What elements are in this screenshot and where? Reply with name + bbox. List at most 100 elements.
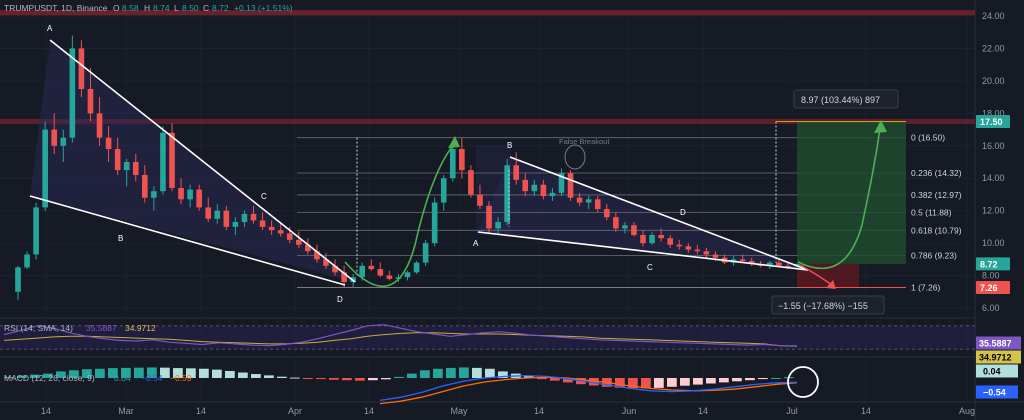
candle-body: [413, 262, 420, 273]
macd-histogram-bar: [706, 378, 716, 384]
candle-body: [649, 235, 655, 244]
candle-body: [42, 129, 48, 208]
candle-body: [622, 225, 628, 229]
candle-body: [468, 170, 474, 195]
candle-body: [15, 267, 21, 292]
candle-body: [785, 265, 791, 268]
stop-annotation-text: −1.55 (−17.68%) −155: [778, 301, 868, 311]
breakout-arrow-2: [797, 127, 881, 270]
macd-legend-signal: −0.59: [170, 373, 192, 383]
macd-line-tag-bg: [976, 385, 1018, 399]
rsi-sma-tag: 34.9712: [979, 353, 1012, 363]
candle-body: [603, 209, 610, 218]
x-tick-label: 14: [698, 406, 708, 416]
macd-histogram-bar: [225, 370, 235, 378]
macd-histogram-bar: [173, 368, 183, 378]
legend-close-label: C: [203, 3, 209, 13]
pattern-point-d-1: D: [337, 295, 343, 304]
macd-legend-hist: 0.04: [114, 373, 131, 383]
macd-histogram-bar: [654, 378, 664, 388]
stop-annotation-box[interactable]: −1.55 (−17.68%) −155: [771, 295, 885, 315]
macd-histogram-bar: [537, 378, 547, 380]
candle-body: [477, 194, 483, 206]
macd-histogram-bar: [160, 367, 170, 378]
macd-histogram-bar: [368, 378, 378, 381]
candle-body: [567, 173, 574, 198]
legend-symbol[interactable]: TRUMPUSDT, 1D, Binance: [4, 3, 108, 13]
legend-low-value: 8.50: [182, 3, 199, 13]
candle-body: [558, 173, 565, 193]
candle-body: [631, 225, 637, 235]
pattern-point-b-1: B: [118, 234, 123, 243]
candle-body: [585, 199, 592, 203]
legend-close-value: 8.72: [212, 3, 229, 13]
candle-body: [576, 197, 583, 203]
candle-body: [440, 178, 447, 203]
legend-change: +0.13 (+1.51%): [234, 3, 293, 13]
macd-histogram-bar: [186, 368, 196, 378]
candle-body: [368, 265, 375, 270]
macd-histogram-bar: [82, 369, 92, 378]
candle-body: [658, 235, 664, 239]
false-breakout-label: False Breakout: [559, 137, 610, 146]
macd-histogram-bar: [394, 376, 404, 378]
x-tick-label: Aug: [959, 406, 975, 416]
target-price-tag: 17.50: [980, 117, 1003, 127]
breakout-arrow-2-head: [874, 120, 887, 133]
fib-level-label: 0.236 (14.32): [911, 168, 962, 178]
candle-body: [24, 254, 30, 268]
macd-legend-label[interactable]: MACD (12, 26, close, 9): [4, 373, 95, 383]
candle-body: [377, 269, 384, 276]
candle-body: [341, 272, 347, 283]
candle-body: [178, 187, 184, 200]
wedge-trend-line: [29, 195, 346, 286]
macd-histogram-bar: [4, 376, 14, 378]
x-tick-label: Jul: [786, 406, 798, 416]
fib-level-label: 0.5 (11.88): [911, 208, 952, 218]
stop-arrow: [799, 264, 833, 286]
macd-histogram-bar: [199, 368, 209, 378]
macd-line: [379, 374, 798, 402]
x-tick-label: 14: [41, 406, 51, 416]
candle-body: [160, 132, 166, 192]
macd-histogram-bar: [589, 378, 599, 386]
candle-body: [748, 260, 755, 265]
macd-signal-line: [379, 376, 798, 405]
macd-histogram-bar: [329, 378, 339, 380]
candle-body: [268, 226, 275, 231]
candle-body: [776, 262, 782, 266]
macd-histogram-bar: [108, 368, 118, 378]
pattern-point-c-1: C: [261, 192, 267, 201]
rsi-sma-line: [3, 332, 798, 347]
y-tick-label: 20.00: [982, 76, 1005, 86]
macd-histogram-bar: [17, 375, 27, 378]
candle-body: [196, 189, 202, 208]
candle-body: [214, 210, 221, 219]
legend-open-value: 8.58: [122, 3, 139, 13]
rsi-pane: 35.5887 34.9712: [0, 324, 1021, 364]
stop-price-tag: 7.26: [980, 283, 998, 293]
candle-body: [69, 48, 76, 138]
candle-body: [422, 243, 429, 263]
candle-body: [123, 162, 130, 171]
macd-histogram-bar: [498, 371, 508, 378]
candle-body: [522, 179, 529, 192]
candle-body: [504, 165, 510, 223]
stop-zone: [797, 263, 859, 288]
candle-body: [767, 262, 773, 266]
macd-histogram-bar: [693, 378, 703, 385]
fib-level-label: 0.786 (9.23): [911, 251, 957, 261]
current-price-tag: 8.72: [980, 259, 998, 269]
candle-body: [151, 191, 157, 198]
candle-body: [78, 48, 85, 89]
target-annotation-box[interactable]: 8.97 (103.44%) 897: [793, 89, 899, 109]
macd-histogram-bar: [550, 378, 560, 381]
macd-histogram-bar: [758, 378, 768, 380]
rsi-legend-label[interactable]: RSI (14, SMA, 14): [4, 323, 73, 333]
macd-histogram-bar: [433, 368, 443, 378]
y-tick-label: 24.00: [982, 11, 1005, 21]
candle-body: [685, 246, 692, 250]
macd-histogram-bar: [303, 378, 313, 379]
